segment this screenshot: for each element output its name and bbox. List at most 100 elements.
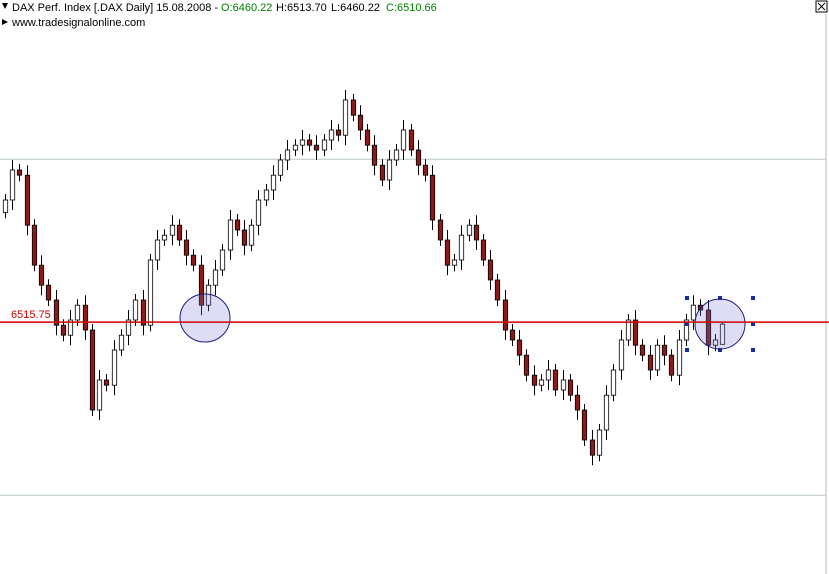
candle-body xyxy=(552,369,559,391)
candle-body xyxy=(683,319,690,341)
candle-body xyxy=(393,149,400,161)
handle[interactable] xyxy=(685,296,689,300)
candle-body xyxy=(350,99,357,116)
candle-body xyxy=(451,259,458,266)
candle-body xyxy=(567,379,574,396)
candle-body xyxy=(618,339,625,371)
candle-body xyxy=(596,429,603,456)
low-label: L:6460.22 xyxy=(331,2,380,14)
candle-body xyxy=(502,299,509,331)
candle-body xyxy=(654,344,661,371)
close-button[interactable] xyxy=(815,0,828,13)
candle-body xyxy=(205,284,212,306)
candle-body xyxy=(53,299,60,326)
subtitle: www.tradesignalonline.com xyxy=(11,17,145,29)
highlight-circle[interactable] xyxy=(179,293,231,343)
candle-body xyxy=(198,264,205,306)
candle-body xyxy=(639,344,646,356)
candle-body xyxy=(429,174,436,221)
candle-body xyxy=(705,309,712,346)
candle-body xyxy=(154,239,161,261)
candle-body xyxy=(364,129,371,146)
candle-body xyxy=(161,234,168,241)
candle-body xyxy=(335,129,342,136)
candle-body xyxy=(16,169,23,176)
candle-body xyxy=(516,339,523,356)
candle-body xyxy=(183,239,190,256)
candle-body xyxy=(625,319,632,341)
close-label: C:6510.66 xyxy=(386,2,437,14)
candle-body xyxy=(494,279,501,301)
candle-body xyxy=(284,149,291,161)
candle-body xyxy=(227,219,234,251)
candle-body xyxy=(277,159,284,176)
candle-body xyxy=(67,319,74,336)
candle-body xyxy=(509,329,516,341)
candle-body xyxy=(234,219,241,231)
candle-body xyxy=(437,219,444,241)
candle-body xyxy=(719,323,726,345)
candle-body xyxy=(632,319,639,346)
candle-body xyxy=(89,329,96,411)
candle-body xyxy=(321,139,328,151)
candle-body xyxy=(342,99,349,136)
handle[interactable] xyxy=(718,296,722,300)
highlight-circle[interactable] xyxy=(694,298,746,350)
candle-body xyxy=(118,334,125,351)
candle-body xyxy=(357,114,364,131)
candle-body xyxy=(676,339,683,376)
menu-icon[interactable] xyxy=(2,3,8,9)
candle-body xyxy=(190,254,197,266)
candle-body xyxy=(292,144,299,151)
candle-body xyxy=(241,229,248,246)
candle-body xyxy=(45,284,52,301)
candle-body xyxy=(147,259,154,326)
candle-body xyxy=(603,394,610,431)
candle-body xyxy=(270,174,277,191)
candle-body xyxy=(415,149,422,166)
candle-body xyxy=(408,129,415,151)
candle-body xyxy=(480,239,487,261)
candle-body xyxy=(212,269,219,286)
candle-body xyxy=(328,129,335,141)
candle-body xyxy=(487,259,494,281)
candle-body xyxy=(400,129,407,151)
selection-handles[interactable] xyxy=(685,296,755,352)
handle[interactable] xyxy=(685,322,689,326)
handle[interactable] xyxy=(751,348,755,352)
candle-body xyxy=(132,299,139,321)
candle-body xyxy=(31,224,38,266)
candle-body xyxy=(444,239,451,266)
candle-body xyxy=(386,159,393,181)
handle[interactable] xyxy=(718,348,722,352)
open-label: O:6460.22 xyxy=(221,2,272,14)
close-x[interactable] xyxy=(817,2,826,11)
candle-body xyxy=(523,354,530,376)
candle-body xyxy=(60,324,67,336)
chart-title: DAX Perf. Index [.DAX Daily] 15.08.2008 … xyxy=(12,2,218,14)
candle-body xyxy=(38,264,45,286)
candle-body xyxy=(169,224,176,236)
candle-body xyxy=(371,144,378,166)
candle-body xyxy=(538,379,545,386)
candle-body xyxy=(9,169,16,201)
candle-body xyxy=(422,164,429,176)
candle-body xyxy=(24,174,31,226)
candle-body xyxy=(690,304,697,321)
candle-body xyxy=(610,369,617,396)
candle-body xyxy=(668,354,675,376)
candle-body xyxy=(574,394,581,411)
candle-body xyxy=(176,224,183,241)
candle-body xyxy=(313,144,320,151)
handle[interactable] xyxy=(751,296,755,300)
handle[interactable] xyxy=(685,348,689,352)
candle-body xyxy=(545,369,552,381)
handle[interactable] xyxy=(751,322,755,326)
candle-body xyxy=(103,379,110,386)
candle-body xyxy=(255,199,262,226)
candle-body xyxy=(466,224,473,236)
candle-body xyxy=(2,199,9,213)
high-label: H:6513.70 xyxy=(276,2,327,14)
